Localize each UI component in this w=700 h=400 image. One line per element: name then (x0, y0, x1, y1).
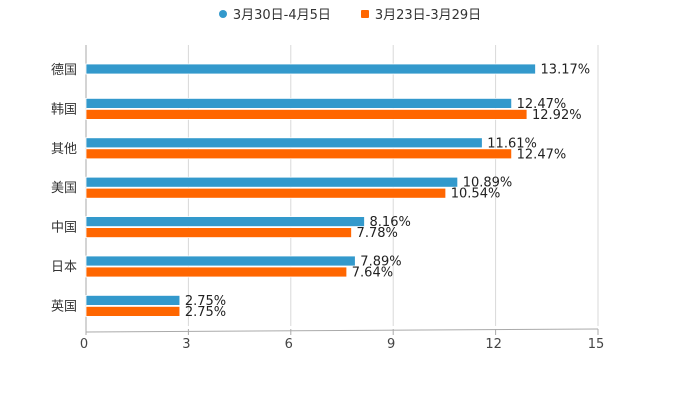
legend: 3月30日-4月5日 3月23日-3月29日 (0, 4, 700, 23)
bar-series-1 (85, 137, 483, 149)
x-axis-line (85, 328, 599, 333)
data-label: 12.47% (517, 147, 567, 162)
bar-series-1 (85, 294, 181, 306)
legend-marker-series-2 (360, 9, 369, 18)
data-label: 7.64% (352, 266, 393, 281)
data-label: 2.75% (185, 294, 226, 309)
data-label: 12.47% (517, 97, 567, 112)
bar-series-1 (85, 176, 459, 188)
data-label: 2.75% (185, 305, 226, 320)
bar-series-2 (85, 227, 352, 239)
legend-marker-series-1 (218, 9, 227, 18)
x-tick-label: 15 (588, 337, 605, 352)
y-category-label: 日本 (51, 260, 77, 275)
legend-item-series-1[interactable]: 3月30日-4月5日 (218, 4, 331, 23)
x-tick-label: 6 (285, 337, 293, 352)
bar-series-2 (85, 266, 348, 278)
data-label: 7.89% (360, 255, 401, 270)
bar-series-1 (85, 216, 365, 228)
y-category-label: 英国 (51, 299, 77, 314)
bar-series-1 (85, 255, 356, 267)
bar-series-2 (85, 148, 513, 160)
legend-item-series-2[interactable]: 3月23日-3月29日 (360, 4, 482, 23)
y-category-label: 德国 (51, 63, 77, 78)
data-label: 8.16% (370, 215, 411, 230)
legend-label-series-1: 3月30日-4月5日 (232, 8, 331, 23)
bar-series-2 (85, 305, 181, 317)
data-label: 10.89% (463, 176, 513, 191)
y-category-label: 其他 (51, 142, 77, 157)
data-label: 7.78% (357, 226, 398, 241)
bar-series-1 (85, 98, 513, 109)
y-category-label: 韩国 (51, 102, 77, 117)
x-tick-label: 0 (80, 337, 88, 352)
data-label: 12.92% (532, 108, 582, 123)
bar-series-2 (85, 109, 528, 120)
legend-label-series-2: 3月23日-3月29日 (374, 8, 482, 23)
data-label: 10.54% (451, 187, 501, 202)
y-category-label: 美国 (51, 181, 77, 196)
data-label: 13.17% (541, 63, 591, 78)
x-tick-label: 3 (182, 337, 190, 352)
bar-series-1 (85, 63, 536, 75)
data-label: 11.61% (487, 136, 537, 151)
x-tick-label: 12 (485, 337, 502, 352)
bar-series-2 (85, 187, 447, 199)
x-tick-label: 9 (387, 337, 395, 352)
y-category-label: 中国 (51, 221, 77, 236)
